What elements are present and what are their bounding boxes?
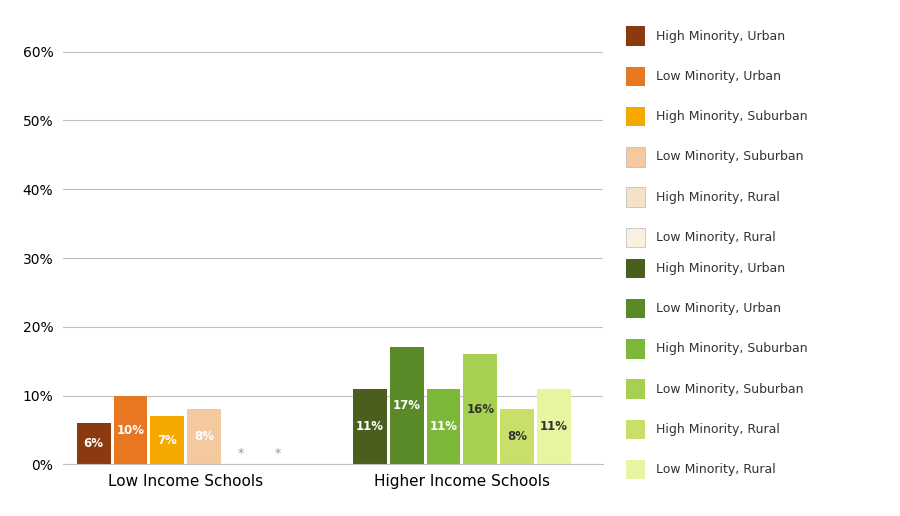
Bar — [500, 409, 534, 464]
Text: 11%: 11% — [540, 420, 568, 433]
Text: Low Minority, Rural: Low Minority, Rural — [656, 231, 776, 244]
Text: *: * — [274, 447, 281, 460]
Text: Low Minority, Urban: Low Minority, Urban — [656, 70, 781, 83]
Bar — [537, 389, 571, 464]
Text: 8%: 8% — [194, 430, 214, 443]
Bar — [187, 409, 221, 464]
Text: Low Minority, Suburban: Low Minority, Suburban — [656, 382, 804, 396]
Text: Low Minority, Rural: Low Minority, Rural — [656, 463, 776, 476]
Bar — [150, 416, 184, 464]
Bar — [464, 354, 497, 464]
Text: 8%: 8% — [507, 430, 527, 443]
Bar — [113, 396, 148, 464]
Text: 11%: 11% — [356, 420, 383, 433]
Text: 7%: 7% — [158, 434, 177, 447]
Bar — [353, 389, 387, 464]
Text: 16%: 16% — [466, 403, 494, 416]
Text: Low Minority, Urban: Low Minority, Urban — [656, 302, 781, 315]
Text: 6%: 6% — [84, 437, 104, 450]
Text: High Minority, Suburban: High Minority, Suburban — [656, 342, 807, 356]
Text: Low Minority, Suburban: Low Minority, Suburban — [656, 150, 804, 164]
Bar — [390, 347, 424, 464]
Text: High Minority, Urban: High Minority, Urban — [656, 262, 785, 275]
Text: *: * — [238, 447, 244, 460]
Text: High Minority, Rural: High Minority, Rural — [656, 190, 780, 204]
Text: 10%: 10% — [116, 424, 145, 437]
Text: High Minority, Rural: High Minority, Rural — [656, 423, 780, 436]
Text: 11%: 11% — [429, 420, 457, 433]
Text: 17%: 17% — [392, 399, 420, 412]
Bar — [76, 423, 111, 464]
Text: High Minority, Urban: High Minority, Urban — [656, 29, 785, 43]
Text: High Minority, Suburban: High Minority, Suburban — [656, 110, 807, 123]
Bar — [427, 389, 460, 464]
